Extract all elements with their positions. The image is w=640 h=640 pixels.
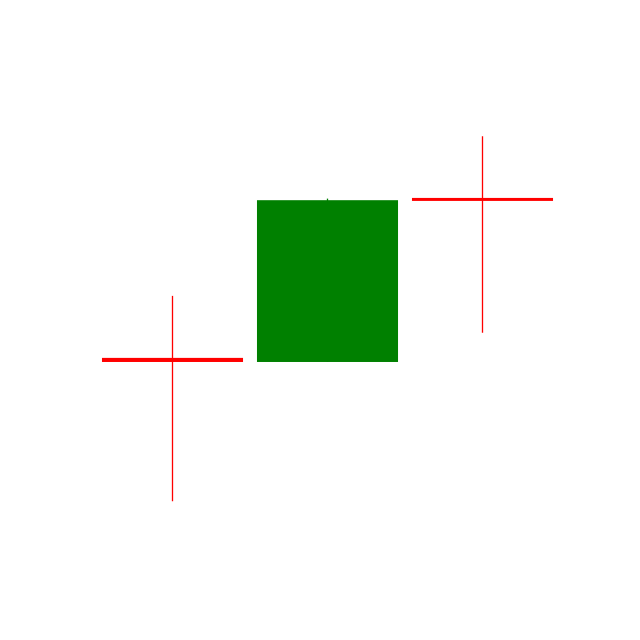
candles-layer (101, 136, 554, 502)
candle-3 (411, 136, 554, 333)
candle-1-body (101, 357, 244, 362)
candle-3-body (411, 197, 554, 201)
candle-2 (256, 198, 399, 362)
candle-1 (101, 295, 244, 502)
candle-2-body (256, 200, 399, 362)
